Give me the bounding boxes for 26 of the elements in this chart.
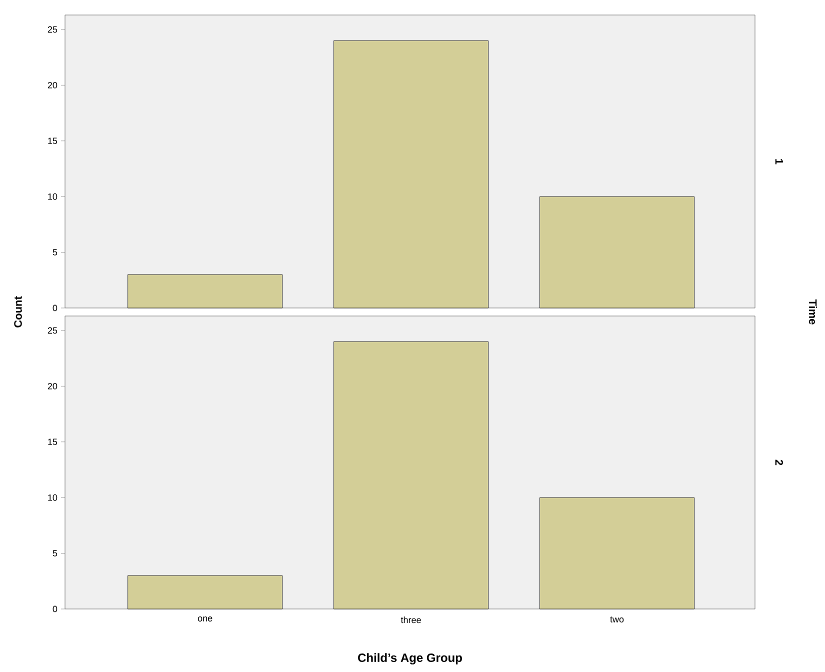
y-tick-label: 20 [48, 82, 58, 88]
bar [128, 575, 283, 610]
text: Time [808, 299, 818, 324]
bar [334, 341, 488, 610]
y-tick-label: 10 [48, 193, 58, 200]
bar [128, 274, 283, 308]
x-axis-title: Child’s Age Group [358, 653, 462, 664]
x-tick-label: two [610, 616, 624, 622]
x-tick-label: three [400, 616, 421, 624]
y-tick-label: 5 [52, 249, 58, 256]
x-tick-label: one [198, 616, 212, 622]
bar [334, 40, 488, 308]
y-tick-label: 25 [48, 26, 58, 33]
y2-axis-title: 2 [775, 460, 783, 466]
y-tick-label: 0 [52, 304, 58, 312]
y-tick-label: 25 [48, 327, 58, 334]
y-tick-label: 0 [52, 606, 58, 612]
bar [540, 196, 694, 308]
y-tick-label: 15 [48, 438, 58, 446]
y-tick-label: 10 [48, 494, 58, 501]
bar [540, 497, 694, 610]
y2-axis-title: 1 [775, 159, 783, 164]
y-tick-label: 15 [48, 138, 58, 144]
y-tick-label: 5 [52, 550, 58, 556]
y-tick-label: 20 [48, 382, 58, 390]
y-axis-title: Count [14, 296, 22, 328]
